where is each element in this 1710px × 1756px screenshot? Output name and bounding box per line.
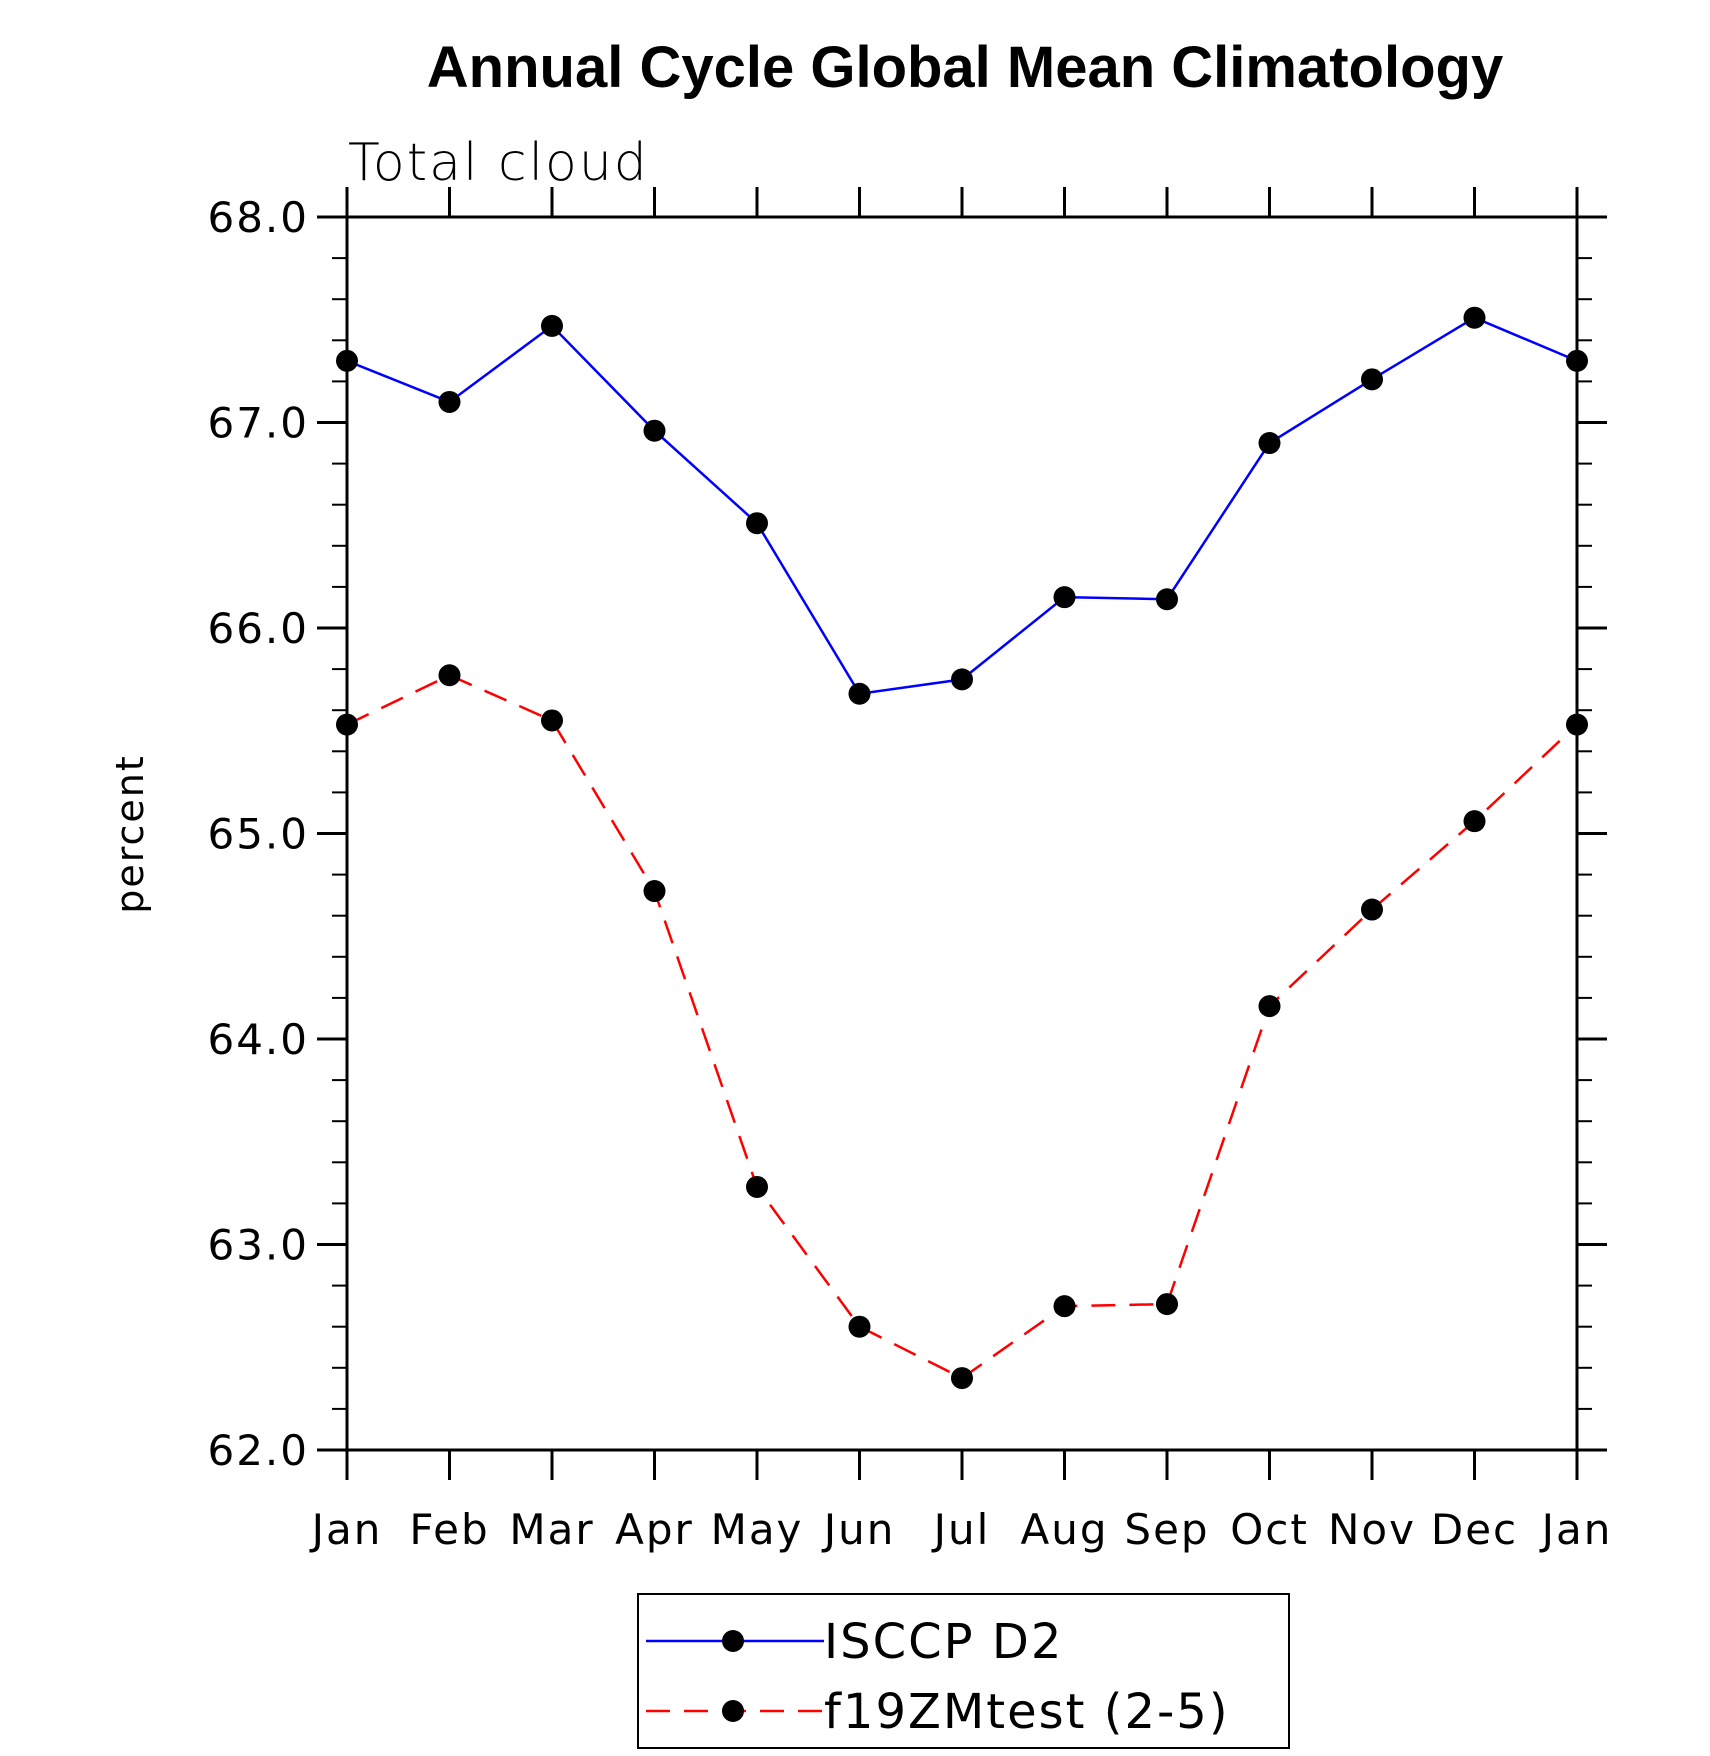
data-point [336, 349, 358, 372]
series-line [346, 316, 1578, 696]
data-point [643, 880, 666, 903]
data-point [1463, 810, 1486, 833]
x-tick-label: Dec [1431, 1505, 1518, 1554]
x-tick-label: Jan [309, 1505, 383, 1554]
x-tick-label: Jan [1539, 1505, 1613, 1554]
data-point [951, 1367, 973, 1390]
data-point [1566, 713, 1588, 736]
data-point [1361, 898, 1383, 921]
data-point [1053, 1295, 1076, 1318]
x-tick-label: Aug [1020, 1505, 1108, 1554]
x-tick-label: May [711, 1505, 804, 1554]
data-point [1361, 368, 1383, 391]
data-point [746, 512, 768, 535]
x-tick-label: Sep [1124, 1505, 1209, 1554]
data-point [336, 713, 358, 736]
y-axis-label: percent [108, 754, 152, 914]
y-tick-label: 65.0 [207, 810, 309, 859]
y-tick-label: 64.0 [207, 1015, 309, 1064]
data-point [1258, 995, 1281, 1018]
x-tick-label: Oct [1230, 1505, 1309, 1554]
data-point [848, 682, 871, 705]
axes: 62.0 63.0 64.0 65.0 66.0 67.0 68.0 Jan Feb Mar Apr… [207, 187, 1613, 1554]
legend-label: f19ZMtest (2-5) [824, 1684, 1230, 1740]
series-2 [336, 664, 1588, 1390]
data-point [643, 419, 666, 442]
y-tick-label: 68.0 [207, 193, 309, 242]
x-tick-label: Jun [821, 1505, 896, 1554]
data-point [541, 314, 563, 337]
plot-frame [345, 215, 1579, 1452]
data-point [1053, 586, 1076, 609]
chart-title: Annual Cycle Global Mean Climatology [427, 35, 1503, 100]
data-point [1258, 432, 1281, 455]
x-tick-label: Nov [1328, 1505, 1416, 1554]
data-point [1156, 1293, 1178, 1316]
data-point [541, 709, 563, 732]
series-1 [336, 306, 1588, 705]
legend-box [637, 1593, 1290, 1749]
y-tick-label: 67.0 [207, 399, 309, 448]
legend-label: ISCCP D2 [824, 1614, 1063, 1670]
data-point [951, 668, 973, 691]
x-tick-label: Jul [931, 1505, 991, 1554]
series-group [336, 306, 1588, 1390]
x-tick-label: Apr [615, 1505, 694, 1554]
legend: ISCCP D2 f19ZMtest (2-5) [637, 1593, 1290, 1749]
legend-marker [722, 1700, 744, 1722]
x-tick-label: Feb [409, 1505, 489, 1554]
series-line [346, 673, 1578, 1380]
data-point [1566, 349, 1588, 372]
y-tick-label: 62.0 [207, 1426, 309, 1475]
legend-marker [722, 1630, 744, 1652]
x-tick-label: Mar [509, 1505, 594, 1554]
y-tick-label: 66.0 [207, 604, 309, 653]
data-point [1463, 306, 1486, 329]
y-tick-label: 63.0 [207, 1221, 309, 1270]
data-point [1156, 588, 1178, 611]
data-point [746, 1175, 768, 1198]
data-point [848, 1315, 871, 1338]
data-point [438, 664, 461, 687]
data-point [438, 390, 461, 413]
chart-subtitle: Total cloud [348, 133, 649, 193]
